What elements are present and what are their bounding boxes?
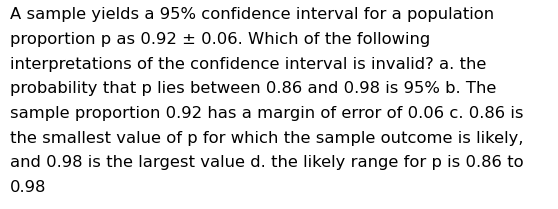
Text: 0.98: 0.98 — [10, 180, 46, 195]
Text: probability that p lies between 0.86 and 0.98 is 95% b. The: probability that p lies between 0.86 and… — [10, 81, 497, 96]
Text: interpretations of the confidence interval is invalid? a. the: interpretations of the confidence interv… — [10, 57, 487, 72]
Text: proportion p as 0.92 ± 0.06. Which of the following: proportion p as 0.92 ± 0.06. Which of th… — [10, 32, 430, 47]
Text: the smallest value of p for which the sample outcome is likely,: the smallest value of p for which the sa… — [10, 131, 523, 146]
Text: and 0.98 is the largest value d. the likely range for p is 0.86 to: and 0.98 is the largest value d. the lik… — [10, 155, 523, 170]
Text: A sample yields a 95% confidence interval for a population: A sample yields a 95% confidence interva… — [10, 7, 494, 22]
Text: sample proportion 0.92 has a margin of error of 0.06 c. 0.86 is: sample proportion 0.92 has a margin of e… — [10, 106, 523, 121]
